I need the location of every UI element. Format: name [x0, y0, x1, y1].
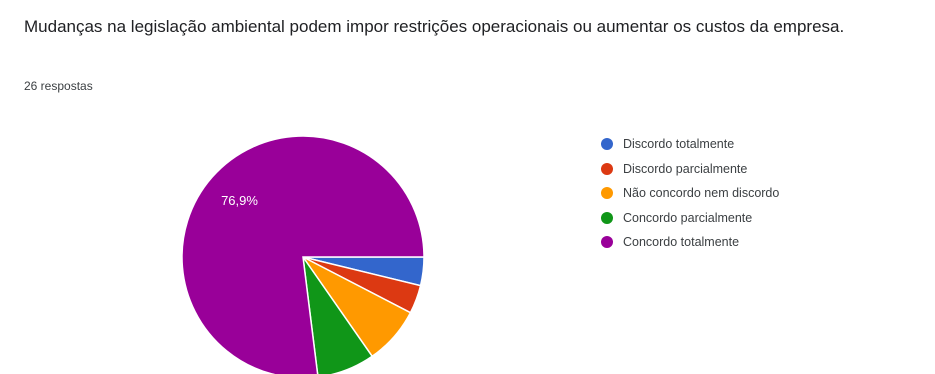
- legend-label: Concordo parcialmente: [623, 210, 753, 225]
- legend-label: Discordo parcialmente: [623, 161, 748, 176]
- legend-label: Concordo totalmente: [623, 235, 740, 250]
- legend-swatch: [601, 211, 613, 224]
- pie-slice-4[interactable]: [302, 256, 374, 374]
- legend-item[interactable]: Concordo parcialmente: [601, 206, 779, 231]
- legend-swatch: [601, 187, 613, 200]
- pie-slice-5[interactable]: [181, 135, 425, 374]
- legend-label: Não concordo nem discordo: [623, 186, 780, 201]
- response-count: 26 respostas: [24, 79, 93, 93]
- legend-swatch: [601, 162, 613, 175]
- legend-swatch: [601, 236, 613, 249]
- chart-legend: Discordo totalmente Discordo parcialmente…: [601, 132, 779, 255]
- legend-item[interactable]: Concordo totalmente: [601, 230, 779, 255]
- legend-label: Discordo totalmente: [623, 137, 735, 152]
- legend-item[interactable]: Não concordo nem discordo: [601, 181, 779, 206]
- legend-item[interactable]: Discordo totalmente: [601, 132, 779, 157]
- legend-item[interactable]: Discordo parcialmente: [601, 157, 779, 182]
- pie-data-label: 76,9%: [221, 193, 258, 208]
- question-title: Mudanças na legislação ambiental podem i…: [24, 17, 845, 36]
- legend-swatch: [601, 138, 613, 151]
